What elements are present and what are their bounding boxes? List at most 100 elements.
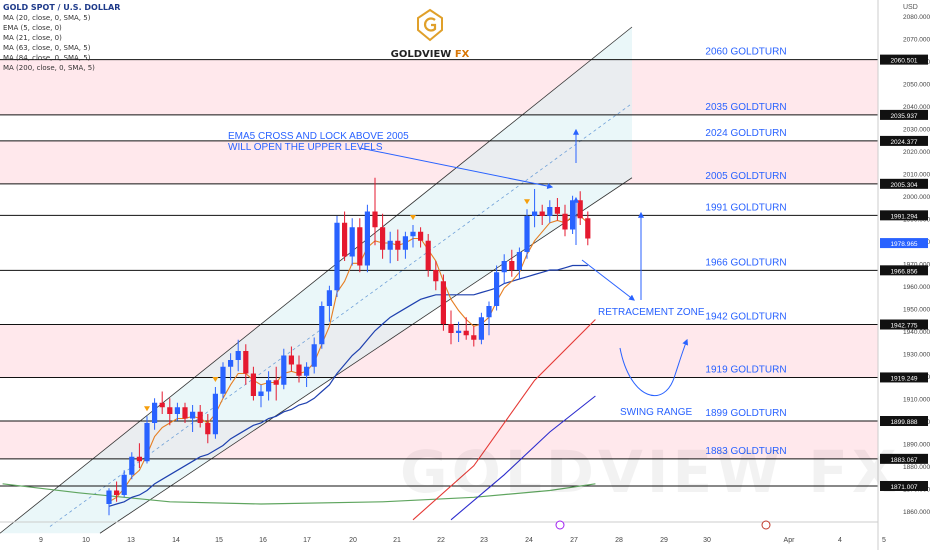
price-badge-value: 1942.775 bbox=[890, 323, 917, 330]
us-flag-icon bbox=[761, 520, 771, 530]
level-label: 2005 GOLDTURN bbox=[705, 171, 786, 182]
candle-body bbox=[266, 380, 272, 392]
zone-band bbox=[0, 140, 878, 184]
moving-averages bbox=[2, 215, 596, 521]
ma21-line bbox=[108, 264, 588, 507]
price-badge bbox=[880, 109, 928, 120]
time-tick-label: 24 bbox=[525, 537, 533, 544]
goldview-logo-icon bbox=[417, 8, 443, 42]
candle-body bbox=[167, 407, 173, 414]
candle-body bbox=[585, 218, 591, 239]
ema-arrow bbox=[359, 147, 554, 189]
candle-body bbox=[547, 207, 553, 216]
candle-body bbox=[387, 240, 393, 250]
zone-band bbox=[0, 59, 878, 115]
candle-body bbox=[182, 407, 188, 419]
swing-arrow bbox=[619, 338, 689, 397]
event-icon bbox=[555, 520, 565, 530]
time-tick-label: 14 bbox=[172, 537, 180, 544]
candle-body bbox=[311, 344, 317, 367]
candle-body bbox=[296, 364, 302, 376]
time-tick-label: 9 bbox=[39, 537, 43, 544]
candle-body bbox=[197, 411, 203, 423]
candle-body bbox=[258, 391, 264, 396]
level-label: 1991 GOLDTURN bbox=[705, 202, 786, 213]
candle-body bbox=[410, 231, 416, 237]
price-badge bbox=[880, 416, 928, 427]
candle-body bbox=[273, 380, 279, 385]
time-tick-label: 29 bbox=[660, 537, 668, 544]
candle-body bbox=[136, 456, 142, 462]
candle-body bbox=[121, 474, 127, 495]
time-tick-label: 23 bbox=[480, 537, 488, 544]
candle-body bbox=[494, 272, 500, 306]
level-label: 1966 GOLDTURN bbox=[705, 257, 786, 268]
price-tick-label: 2000.000 bbox=[903, 194, 930, 201]
candle-body bbox=[159, 402, 165, 408]
time-tick-label: 15 bbox=[215, 537, 223, 544]
ema5-line bbox=[108, 215, 589, 503]
candles bbox=[106, 177, 591, 516]
price-badge bbox=[880, 453, 928, 464]
price-badge-value: 1966.856 bbox=[890, 268, 917, 275]
retracement-label: RETRACEMENT ZONE bbox=[598, 307, 705, 318]
candle-body bbox=[349, 227, 355, 257]
time-tick-label: 27 bbox=[570, 537, 578, 544]
candle-body bbox=[304, 366, 310, 376]
candle-body bbox=[319, 306, 325, 345]
legend-ma21[interactable]: MA (21, close, 0) bbox=[3, 34, 62, 42]
swing-label: SWING RANGE bbox=[620, 407, 693, 418]
candle-body bbox=[342, 222, 348, 257]
candle-body bbox=[190, 411, 196, 419]
candle-body bbox=[433, 270, 439, 282]
price-tick-label: 2030.000 bbox=[903, 126, 930, 133]
time-tick-label: 17 bbox=[303, 537, 311, 544]
channel-lower-line bbox=[99, 177, 633, 534]
candle-body bbox=[516, 252, 522, 270]
price-badge bbox=[880, 372, 928, 383]
time-tick-label: 30 bbox=[703, 537, 711, 544]
price-badge bbox=[880, 135, 928, 146]
time-tick-label: 4 bbox=[838, 537, 842, 544]
candle-body bbox=[228, 360, 234, 367]
time-tick-label: 13 bbox=[127, 537, 135, 544]
ma63-line bbox=[412, 319, 596, 521]
goldturn-levels: 2060 GOLDTURN 2035 GOLDTURN 2024 GOLDTURN 2… bbox=[0, 47, 878, 487]
candle-body bbox=[395, 240, 401, 250]
currency-label: USD bbox=[903, 4, 918, 11]
candle-body bbox=[425, 240, 431, 270]
legend-ma20[interactable]: MA (20, close, 0, SMA, 5) bbox=[3, 14, 91, 22]
time-tick-label: Apr bbox=[784, 537, 796, 544]
price-badge-value: 1883.067 bbox=[890, 457, 917, 464]
candle-body bbox=[281, 355, 287, 385]
price-badge bbox=[880, 238, 928, 249]
candle-body bbox=[129, 456, 135, 475]
legend-ema5[interactable]: EMA (5, close, 0) bbox=[3, 24, 62, 32]
symbol-title[interactable]: GOLD SPOT / U.S. DOLLAR bbox=[3, 3, 121, 12]
resistance-zones bbox=[0, 59, 878, 459]
level-label: 2035 GOLDTURN bbox=[705, 102, 786, 113]
brand-logo: GOLDVIEW FX bbox=[380, 8, 480, 60]
legend-ma63[interactable]: MA (63, close, 0, SMA, 5) bbox=[3, 44, 91, 52]
legend-ma200[interactable]: MA (200, close, 0, SMA, 5) bbox=[3, 64, 95, 72]
price-tick-label: 1950.000 bbox=[903, 306, 930, 313]
level-label: 1919 GOLDTURN bbox=[705, 364, 786, 375]
price-tick-label: 1890.000 bbox=[903, 441, 930, 448]
brand-name: GOLDVIEW FX bbox=[380, 49, 480, 60]
candle-body bbox=[554, 207, 560, 214]
candle-body bbox=[471, 335, 477, 340]
ma200-line bbox=[2, 483, 596, 505]
price-tick-label: 1930.000 bbox=[903, 351, 930, 358]
legend-ma84[interactable]: MA (84, close, 0, SMA, 5) bbox=[3, 54, 91, 62]
price-tick-label: 1860.000 bbox=[903, 509, 930, 516]
brand-watermark: GOLDVIEW FX bbox=[400, 438, 901, 506]
price-badge bbox=[880, 319, 928, 330]
time-tick-label: 22 bbox=[437, 537, 445, 544]
retracement-arrow bbox=[581, 259, 635, 301]
candle-body bbox=[212, 393, 218, 435]
candle-body bbox=[106, 490, 112, 504]
candle-body bbox=[440, 281, 446, 324]
